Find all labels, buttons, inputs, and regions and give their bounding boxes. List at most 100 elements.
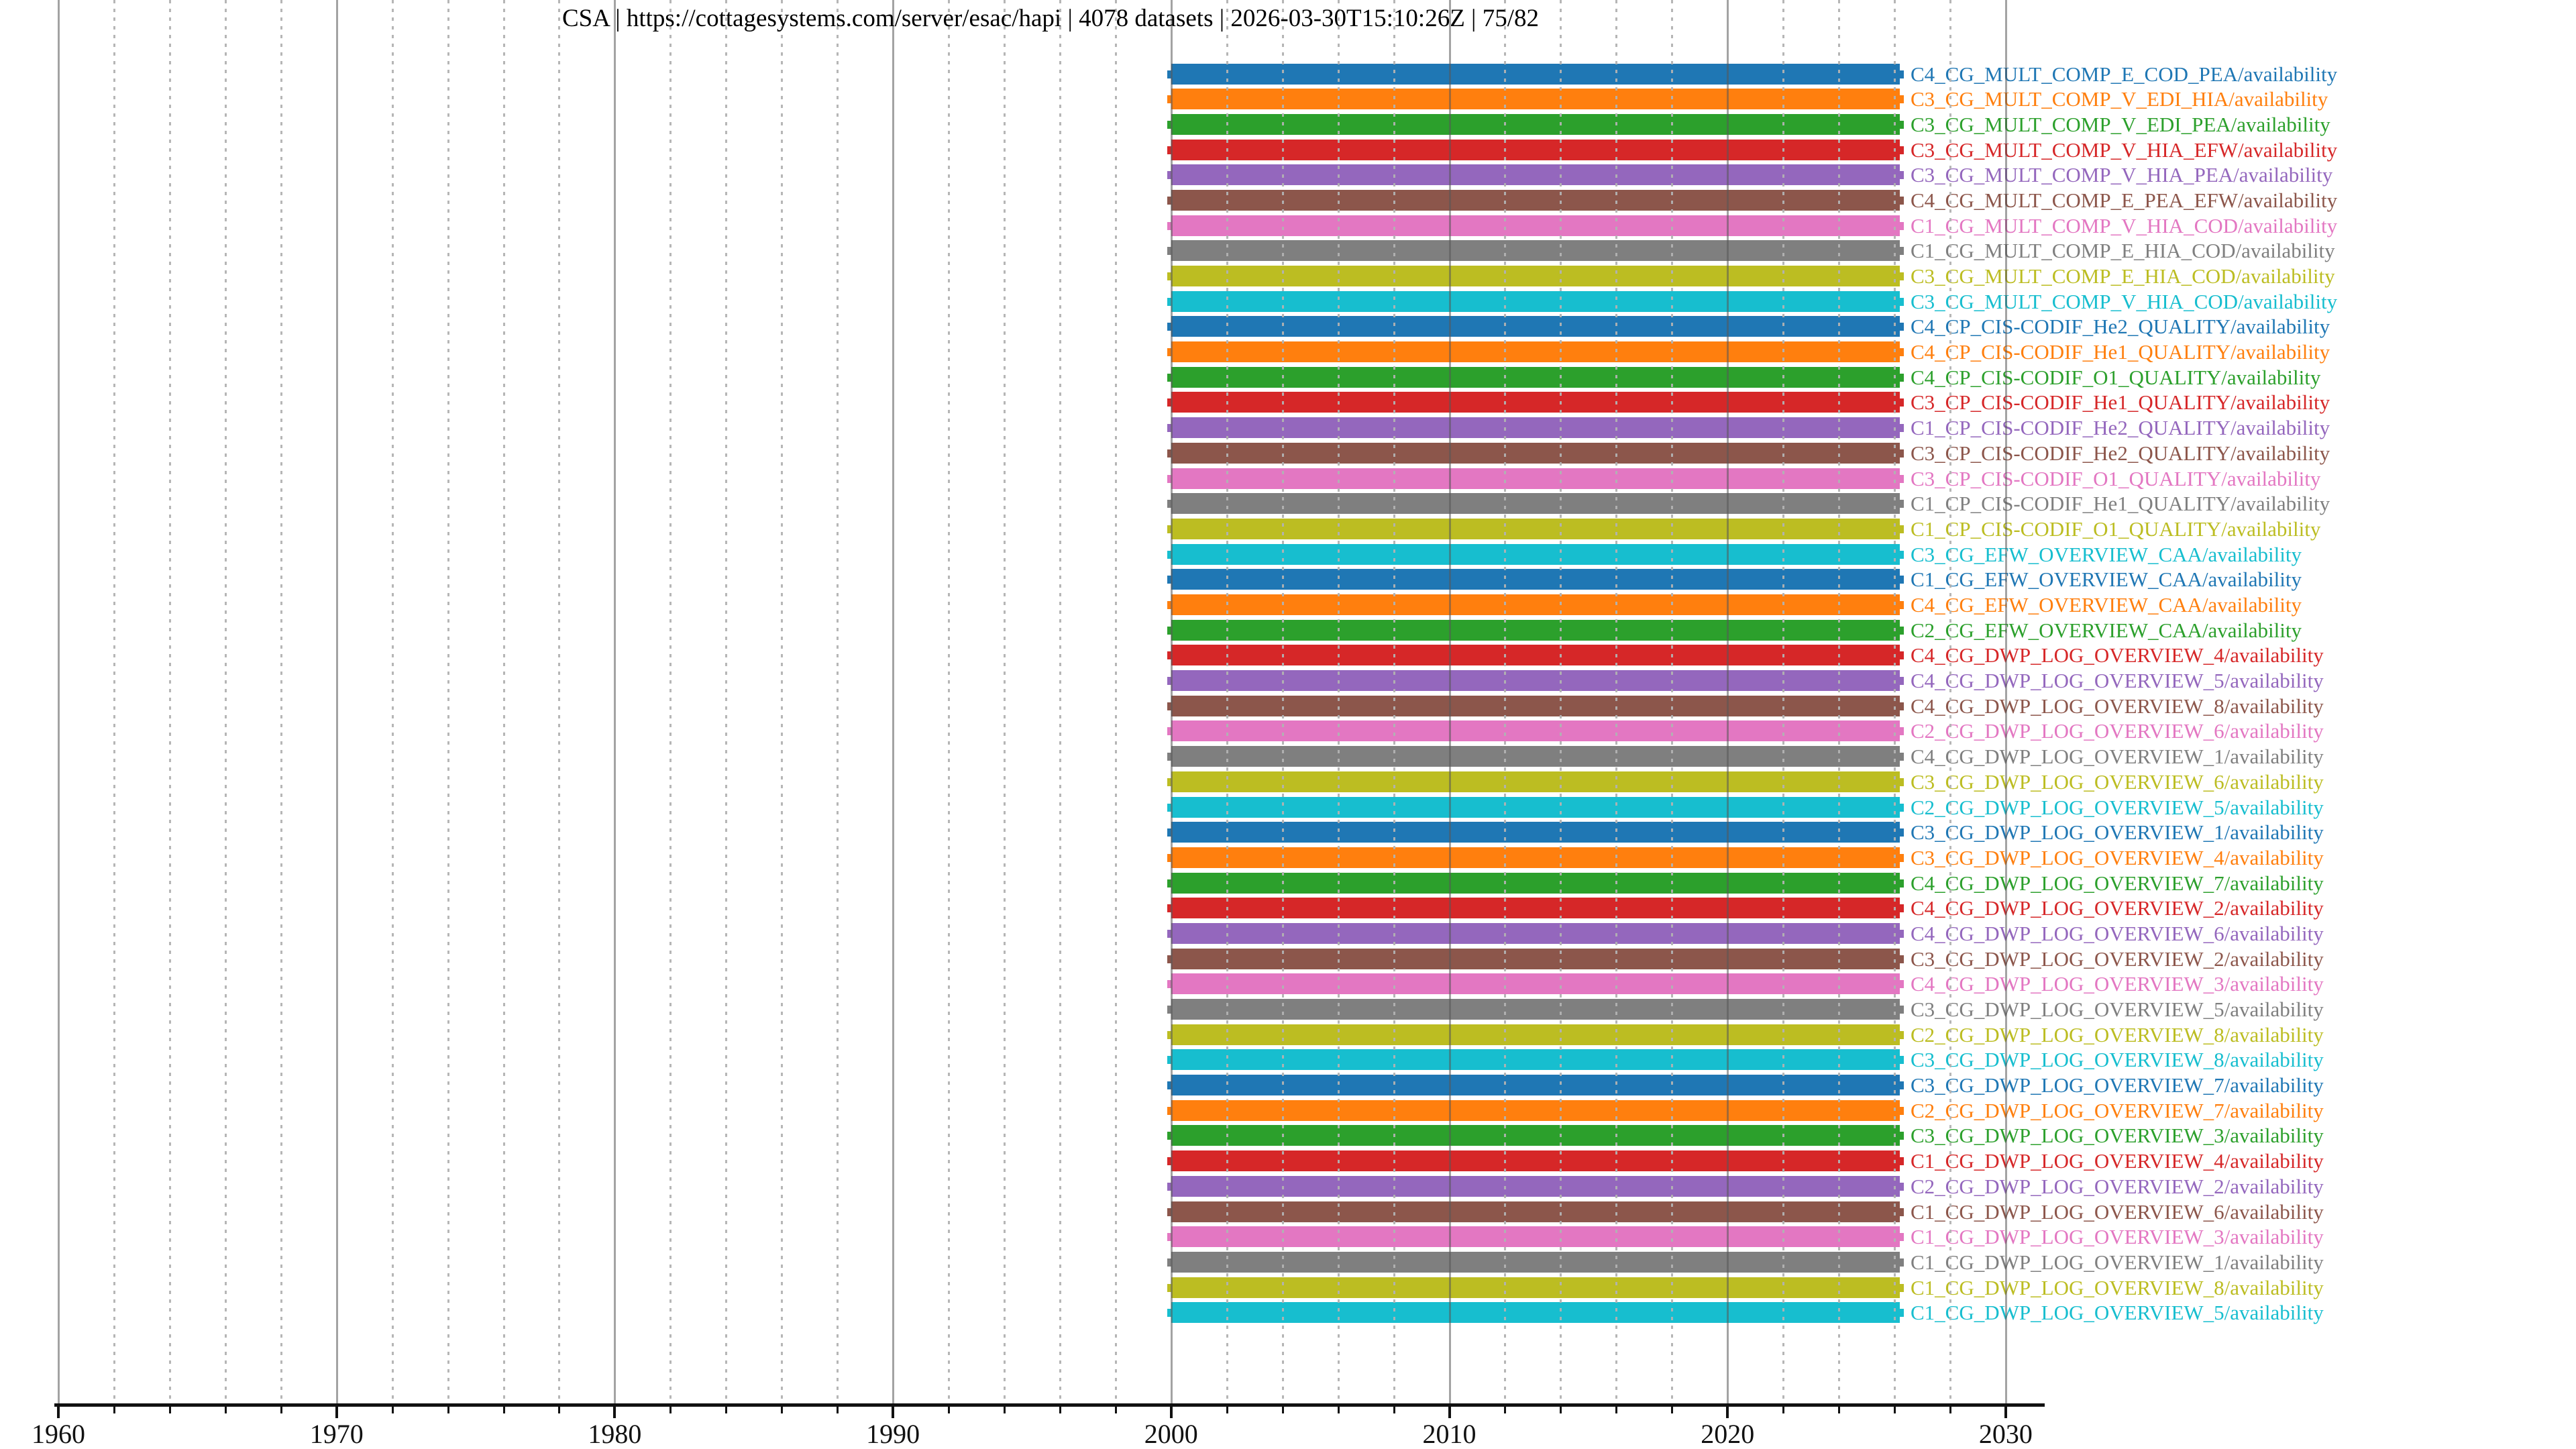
- major-gridline: [58, 0, 60, 1403]
- availability-bar: [1171, 771, 1900, 792]
- x-major-tick: [335, 1407, 338, 1418]
- bar-end-cap: [1900, 753, 1904, 761]
- dataset-label: C4_CG_MULT_COMP_E_COD_PEA/availability: [1911, 62, 2338, 86]
- minor-gridline: [725, 0, 728, 1403]
- minor-gridline: [558, 0, 561, 1403]
- availability-bar: [1171, 316, 1900, 337]
- x-axis-line: [54, 1403, 2045, 1407]
- availability-bar: [1171, 215, 1900, 236]
- bar-end-cap: [1900, 272, 1904, 281]
- x-tick-label: 1970: [309, 1419, 364, 1449]
- availability-bar: [1171, 240, 1900, 262]
- dataset-label: C4_CG_EFW_OVERVIEW_CAA/availability: [1911, 592, 2302, 616]
- dataset-label: C1_CG_DWP_LOG_OVERVIEW_8/availability: [1911, 1275, 2324, 1299]
- bar-start-cap: [1167, 221, 1171, 230]
- bar-end-cap: [1900, 1132, 1904, 1140]
- availability-bar: [1171, 341, 1900, 363]
- bar-start-cap: [1167, 753, 1171, 761]
- availability-bar: [1171, 1075, 1900, 1096]
- availability-bar: [1171, 493, 1900, 515]
- bar-end-cap: [1900, 1006, 1904, 1014]
- bar-start-cap: [1167, 904, 1171, 913]
- bar-start-cap: [1167, 576, 1171, 584]
- x-tick-label: 2010: [1422, 1419, 1477, 1449]
- x-tick-label: 1980: [588, 1419, 642, 1449]
- dataset-label: C3_CP_CIS-CODIF_He1_QUALITY/availability: [1911, 390, 2330, 415]
- bar-end-cap: [1900, 1157, 1904, 1166]
- bar-start-cap: [1167, 297, 1171, 306]
- x-minor-tick: [948, 1407, 951, 1413]
- minor-gridline: [1504, 0, 1507, 1403]
- minor-gridline: [1003, 0, 1006, 1403]
- x-tick-label: 2030: [1978, 1419, 2033, 1449]
- major-gridline: [892, 0, 895, 1403]
- dataset-label: C4_CP_CIS-CODIF_He2_QUALITY/availability: [1911, 315, 2330, 339]
- dataset-label: C1_CG_DWP_LOG_OVERVIEW_6/availability: [1911, 1199, 2324, 1224]
- bar-end-cap: [1900, 398, 1904, 407]
- bar-start-cap: [1167, 323, 1171, 331]
- bar-start-cap: [1167, 853, 1171, 862]
- bar-end-cap: [1900, 373, 1904, 382]
- availability-bar: [1171, 695, 1900, 716]
- bar-end-cap: [1900, 1081, 1904, 1090]
- x-major-tick: [1726, 1407, 1729, 1418]
- minor-gridline: [1393, 0, 1395, 1403]
- dataset-label: C4_CG_DWP_LOG_OVERVIEW_1/availability: [1911, 745, 2324, 769]
- x-minor-tick: [837, 1407, 839, 1413]
- bar-start-cap: [1167, 1056, 1171, 1065]
- bar-start-cap: [1167, 828, 1171, 837]
- availability-bar: [1171, 822, 1900, 843]
- dataset-label: C3_CG_MULT_COMP_V_HIA_EFW/availability: [1911, 138, 2338, 162]
- bar-start-cap: [1167, 550, 1171, 559]
- major-gridline: [1170, 0, 1173, 1403]
- bar-start-cap: [1167, 651, 1171, 660]
- major-gridline: [1448, 0, 1451, 1403]
- bar-end-cap: [1900, 727, 1904, 736]
- bar-end-cap: [1900, 677, 1904, 686]
- availability-bar: [1171, 417, 1900, 439]
- dataset-label: C4_CP_CIS-CODIF_O1_QUALITY/availability: [1911, 365, 2321, 389]
- bar-end-cap: [1900, 120, 1904, 129]
- minor-gridline: [1949, 0, 1951, 1403]
- dataset-label: C3_CG_EFW_OVERVIEW_CAA/availability: [1911, 542, 2302, 566]
- availability-bar: [1171, 973, 1900, 995]
- dataset-label: C3_CG_MULT_COMP_E_HIA_COD/availability: [1911, 264, 2335, 288]
- x-minor-tick: [1894, 1407, 1896, 1413]
- bar-start-cap: [1167, 1309, 1171, 1318]
- bar-start-cap: [1167, 196, 1171, 205]
- major-gridline: [2004, 0, 2007, 1403]
- minor-gridline: [447, 0, 449, 1403]
- bar-start-cap: [1167, 398, 1171, 407]
- bar-start-cap: [1167, 1208, 1171, 1216]
- dataset-label: C4_CG_DWP_LOG_OVERVIEW_6/availability: [1911, 921, 2324, 945]
- minor-gridline: [837, 0, 839, 1403]
- bar-end-cap: [1900, 525, 1904, 533]
- availability-bar: [1171, 922, 1900, 944]
- dataset-label: C2_CG_DWP_LOG_OVERVIEW_8/availability: [1911, 1022, 2324, 1046]
- x-minor-tick: [280, 1407, 282, 1413]
- bar-end-cap: [1900, 626, 1904, 635]
- availability-bar: [1171, 1024, 1900, 1045]
- availability-bar: [1171, 999, 1900, 1020]
- bar-start-cap: [1167, 1132, 1171, 1140]
- bar-end-cap: [1900, 828, 1904, 837]
- minor-gridline: [948, 0, 951, 1403]
- x-minor-tick: [1838, 1407, 1841, 1413]
- bar-end-cap: [1900, 95, 1904, 104]
- bar-end-cap: [1900, 247, 1904, 256]
- bar-end-cap: [1900, 550, 1904, 559]
- minor-gridline: [1560, 0, 1562, 1403]
- bar-end-cap: [1900, 879, 1904, 888]
- availability-bar: [1171, 670, 1900, 692]
- x-minor-tick: [725, 1407, 728, 1413]
- x-minor-tick: [1226, 1407, 1228, 1413]
- bar-end-cap: [1900, 1182, 1904, 1191]
- bar-end-cap: [1900, 904, 1904, 913]
- x-minor-tick: [1782, 1407, 1785, 1413]
- availability-bar: [1171, 746, 1900, 767]
- minor-gridline: [391, 0, 394, 1403]
- bar-start-cap: [1167, 1030, 1171, 1039]
- availability-bar: [1171, 1201, 1900, 1222]
- bar-start-cap: [1167, 373, 1171, 382]
